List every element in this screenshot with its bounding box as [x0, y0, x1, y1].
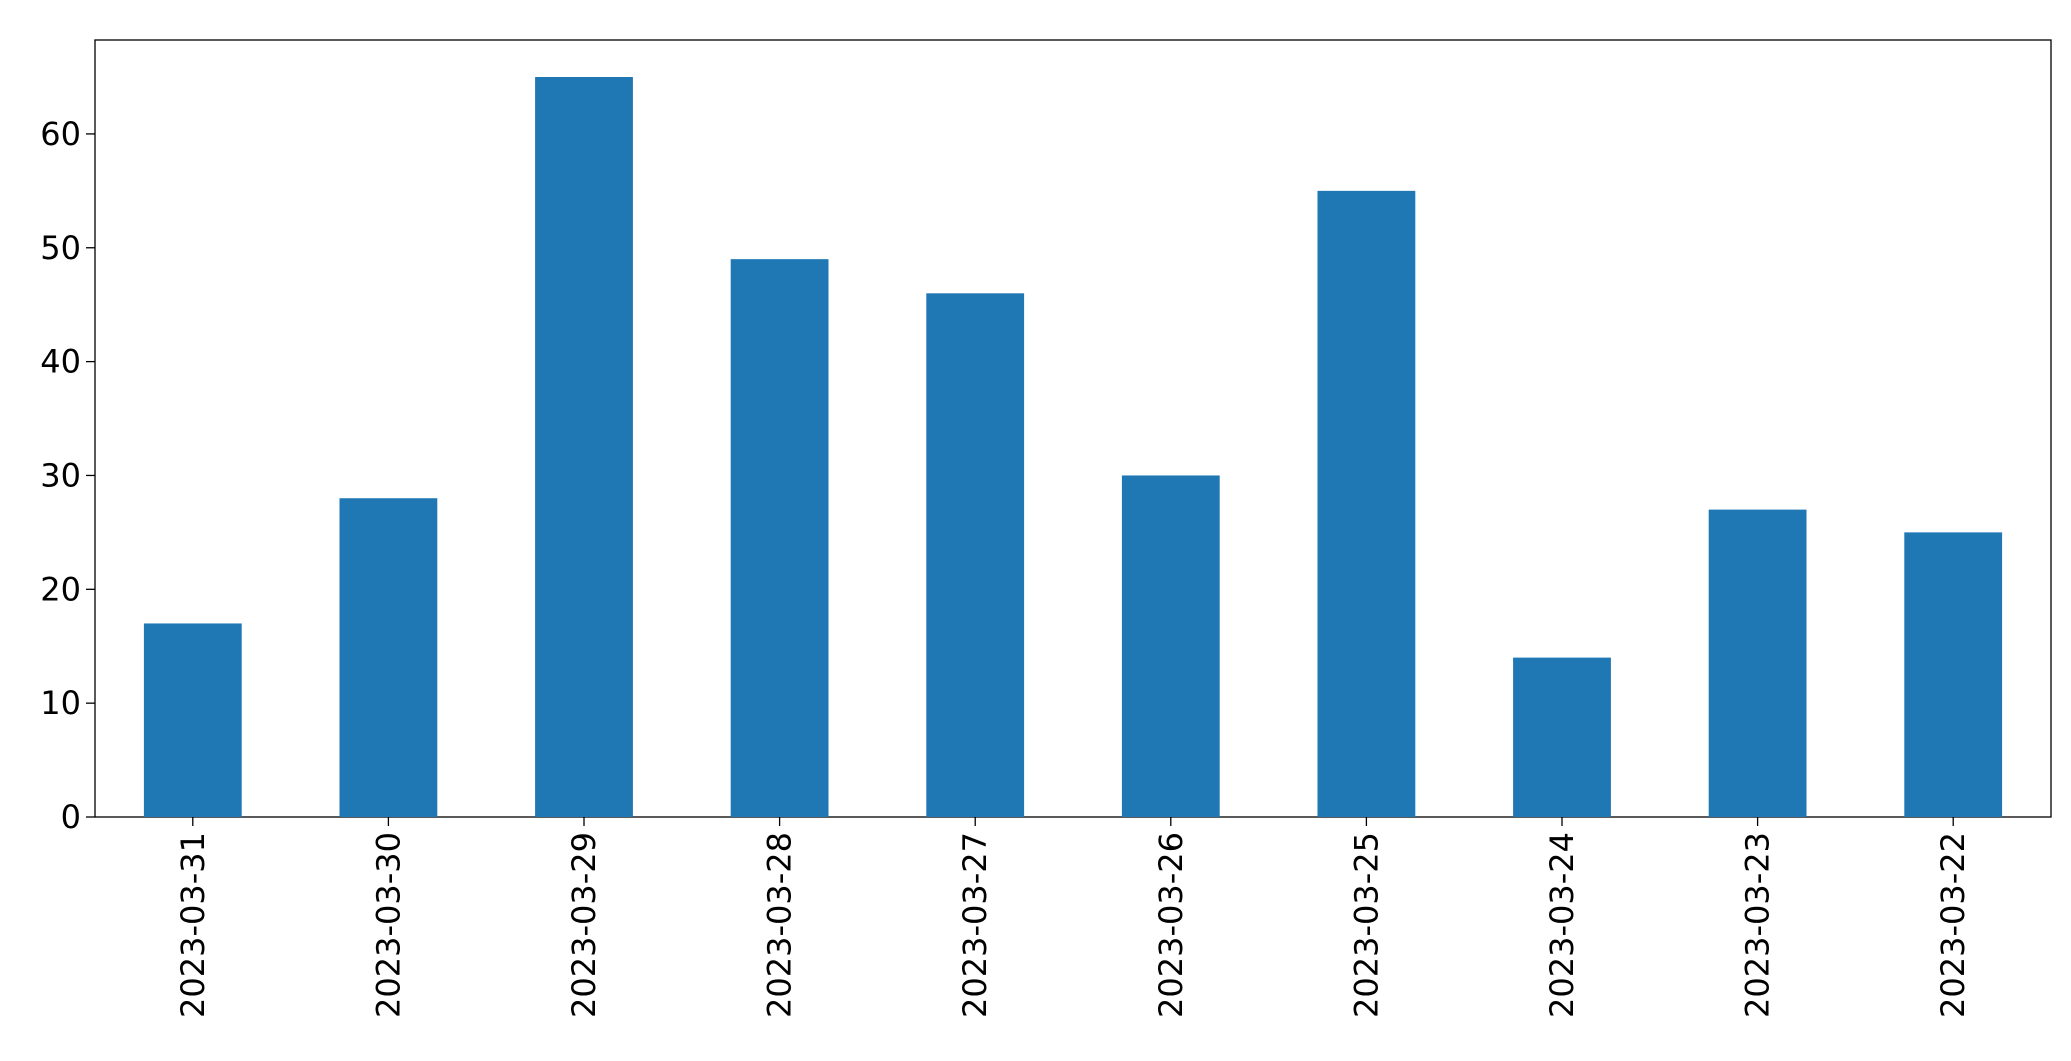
bar — [1904, 532, 2003, 817]
x-tick-label: 2023-03-26 — [1152, 832, 1190, 1018]
x-tick-label: 2023-03-27 — [956, 832, 994, 1018]
plot-frame — [94, 39, 2052, 818]
bar — [1317, 190, 1416, 817]
y-tick-label: 10 — [40, 684, 81, 722]
bar — [1708, 509, 1807, 817]
x-tick-label: 2023-03-28 — [761, 832, 799, 1018]
x-tick-label: 2023-03-29 — [565, 832, 603, 1018]
bar — [730, 259, 829, 818]
x-tick-label: 2023-03-24 — [1543, 832, 1581, 1018]
bar — [926, 293, 1025, 817]
x-tick-label: 2023-03-25 — [1347, 832, 1385, 1018]
y-tick-label: 0 — [61, 798, 81, 836]
y-tick-label: 60 — [40, 115, 81, 153]
y-tick-label: 20 — [40, 570, 81, 608]
y-tick-label: 40 — [40, 343, 81, 381]
x-tick-label: 2023-03-30 — [369, 832, 407, 1018]
y-tick-label: 30 — [40, 456, 81, 494]
x-tick-label: 2023-03-31 — [174, 832, 212, 1018]
x-tick-label: 2023-03-22 — [1934, 832, 1972, 1018]
bar — [339, 498, 438, 817]
bar — [1513, 657, 1611, 817]
x-tick-label: 2023-03-23 — [1739, 832, 1777, 1018]
bar — [143, 623, 242, 817]
bar — [535, 77, 633, 817]
y-tick-label: 50 — [40, 229, 81, 267]
bar — [1121, 475, 1220, 817]
